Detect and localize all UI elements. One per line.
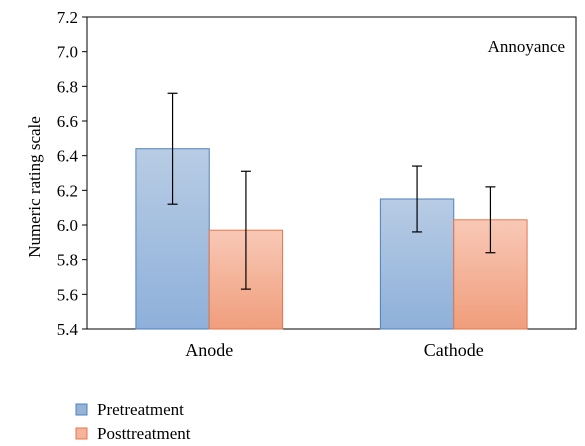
y-tick-label: 5.4 (57, 320, 79, 339)
legend-swatch (76, 404, 87, 415)
chart-annotation: Annoyance (488, 37, 565, 56)
y-tick-label: 5.6 (57, 285, 78, 304)
y-tick-label: 5.8 (57, 251, 78, 270)
legend-swatch (76, 428, 87, 439)
x-axis-labels: Anode Cathode (185, 340, 484, 360)
y-tick-label: 6.8 (57, 77, 78, 96)
y-tick-label: 6.4 (57, 147, 79, 166)
y-axis-ticks: 5.4 5.6 5.8 6.0 6.2 6.4 6.6 6.8 7.0 7.2 (57, 8, 87, 339)
y-tick-label: 6.2 (57, 181, 78, 200)
y-tick-label: 6.0 (57, 216, 78, 235)
legend-label: Pretreatment (97, 400, 184, 419)
bars-layer (136, 149, 527, 329)
y-tick-label: 6.6 (57, 112, 78, 131)
x-category-label: Anode (185, 340, 233, 360)
y-tick-label: 7.2 (57, 8, 78, 27)
legend-label: Posttreatment (97, 424, 191, 443)
y-tick-label: 7.0 (57, 43, 78, 62)
legend: Pretreatment Posttreatment (76, 400, 191, 443)
x-category-label: Cathode (424, 340, 484, 360)
y-axis-title: Numeric rating scale (25, 116, 44, 258)
